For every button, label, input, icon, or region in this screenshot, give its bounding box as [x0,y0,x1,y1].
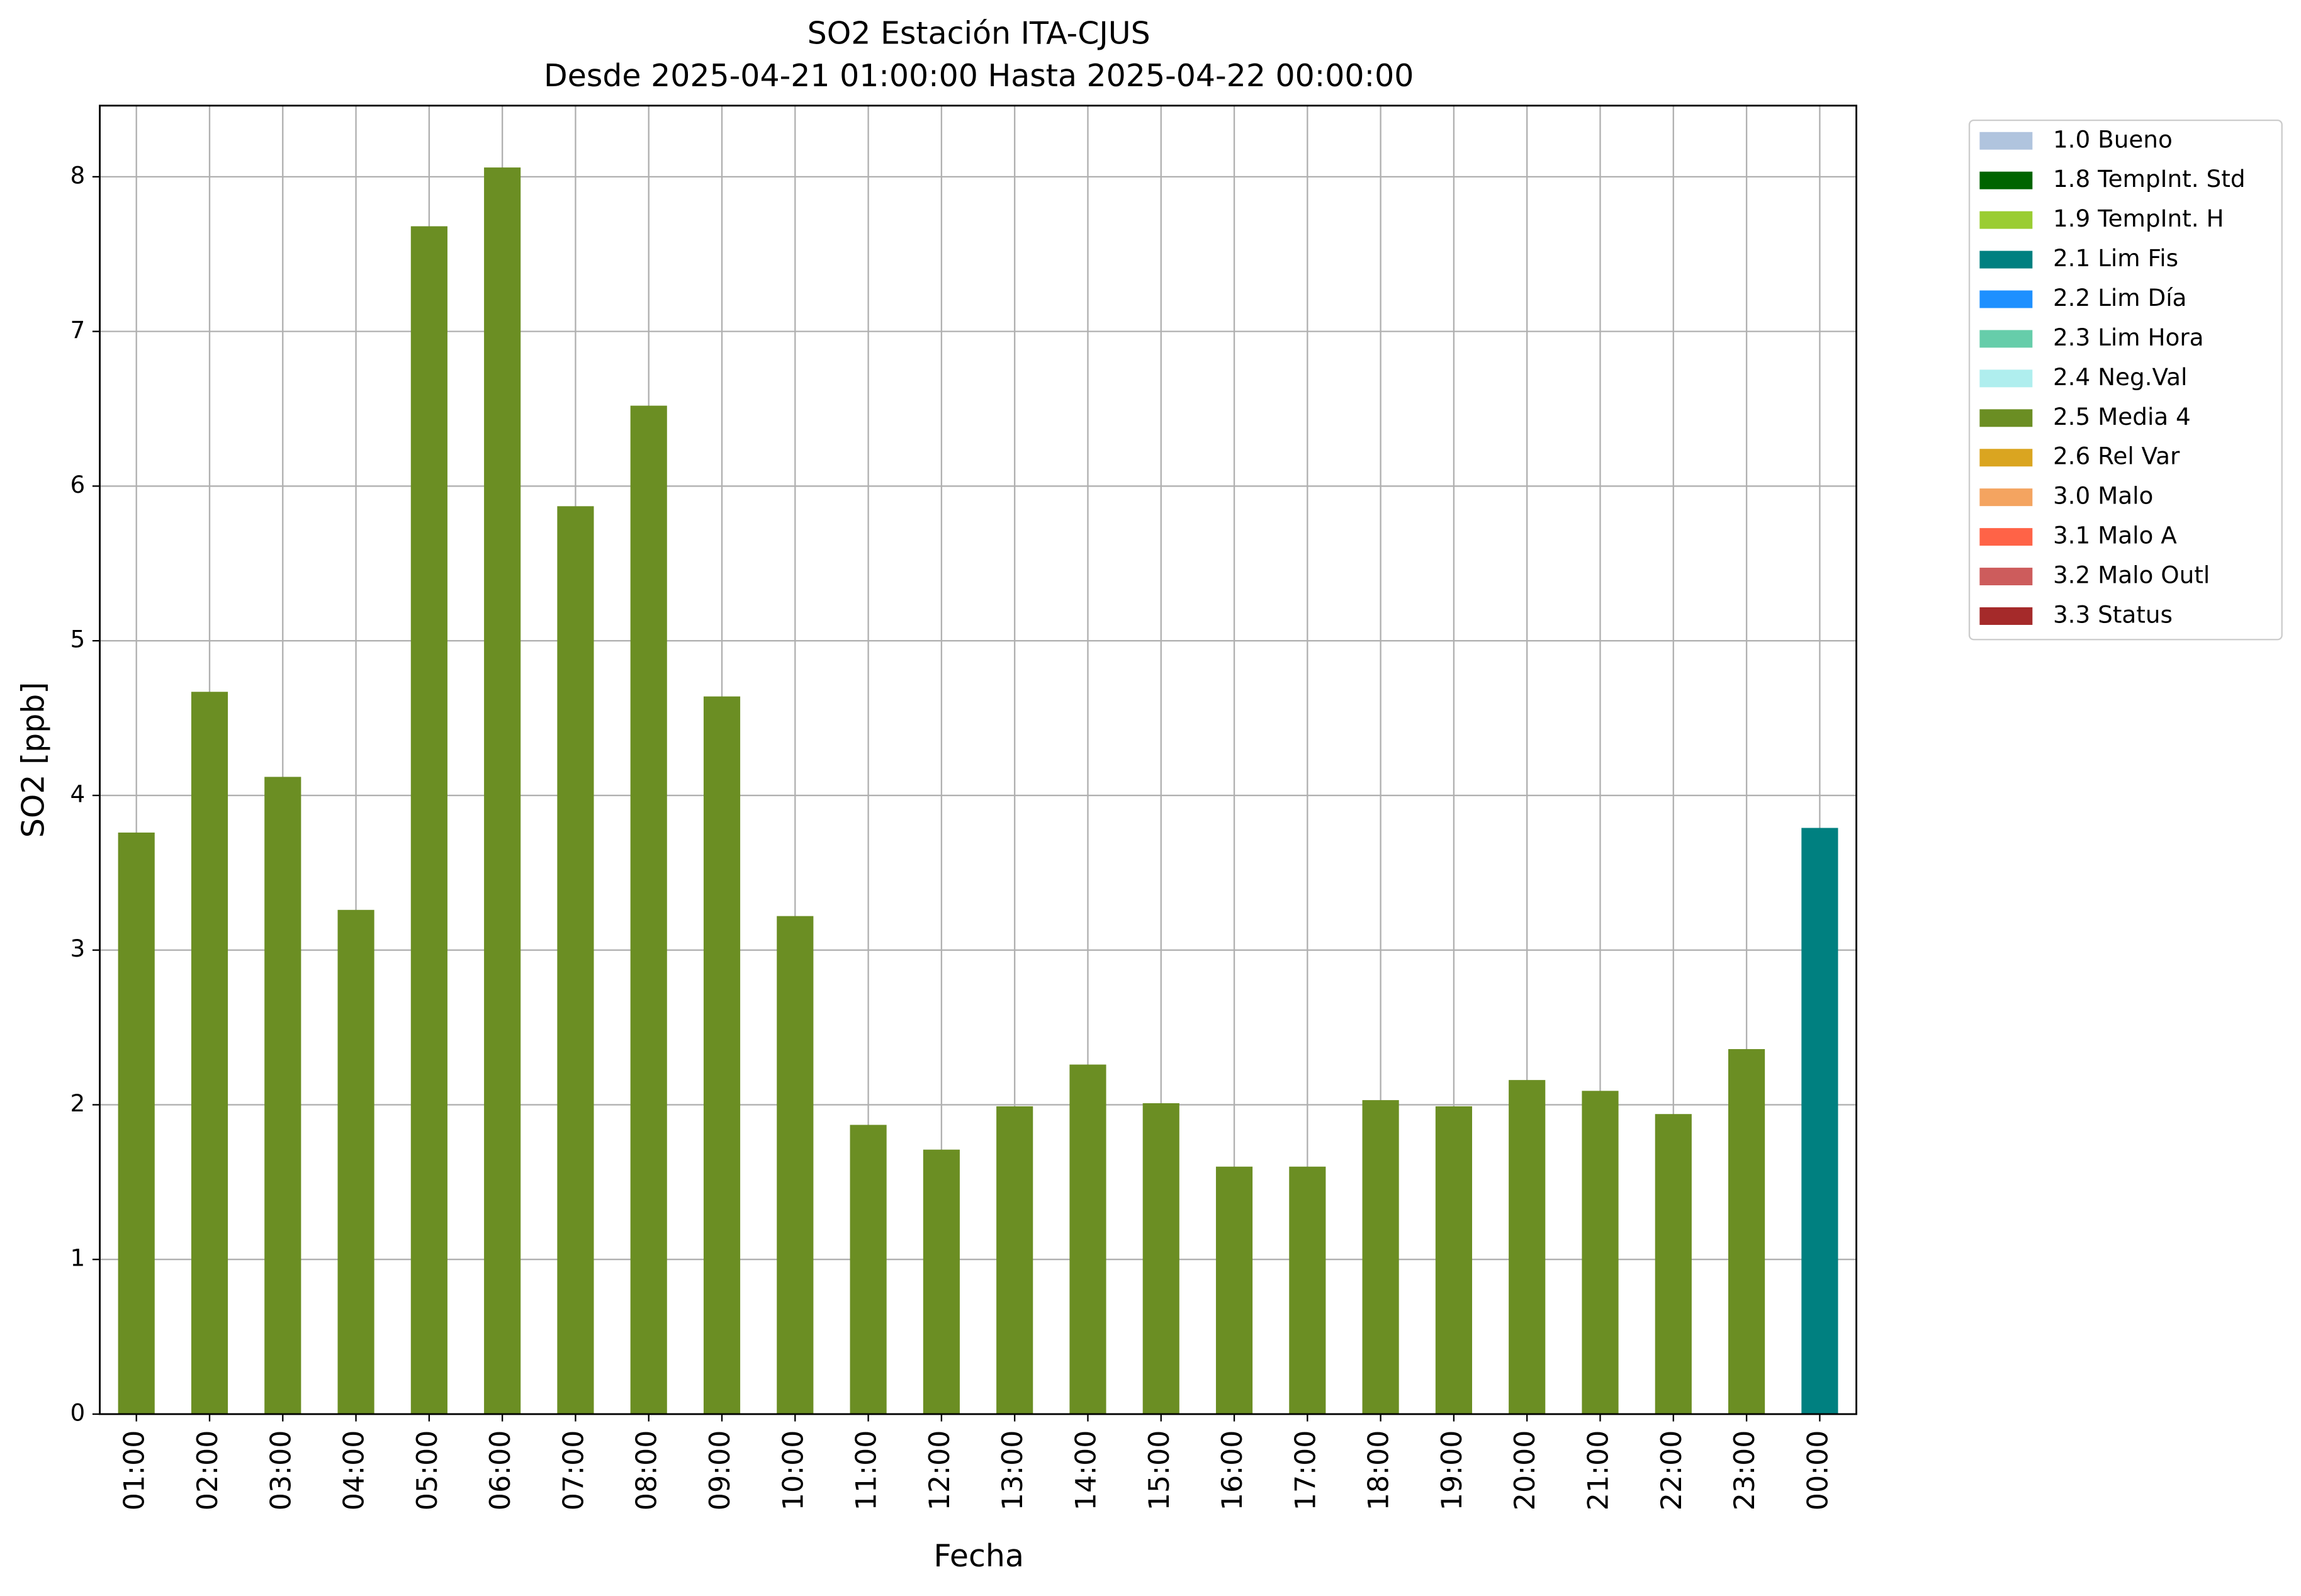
legend-label: 3.2 Malo Outl [2053,561,2210,589]
legend-swatch [1979,488,2033,507]
bar [996,1106,1033,1414]
bar [264,777,301,1414]
legend-label: 2.1 Lim Fis [2053,244,2178,272]
bar [557,506,594,1414]
x-tick-label: 13:00 [997,1430,1029,1511]
bar [1069,1064,1106,1414]
legend-label: 3.3 Status [2053,600,2173,628]
x-tick-label: 15:00 [1144,1430,1176,1511]
x-axis-label: Fecha [933,1538,1024,1574]
x-tick-label: 17:00 [1290,1430,1322,1511]
legend-swatch [1979,568,2033,586]
legend-swatch [1979,607,2033,625]
x-tick-label: 21:00 [1582,1430,1614,1511]
bar [630,405,667,1414]
legend-label: 2.3 Lim Hora [2053,323,2204,351]
x-tick-label: 19:00 [1436,1430,1468,1511]
x-tick-label: 10:00 [777,1430,809,1511]
y-tick-label: 2 [70,1089,85,1117]
y-tick-label: 1 [70,1244,85,1272]
bar [923,1149,960,1414]
bar [484,167,521,1414]
y-tick-label: 7 [70,316,85,344]
legend-swatch [1979,409,2033,427]
y-axis-label: SO2 [ppb] [15,682,51,838]
y-tick-label: 6 [70,471,85,498]
y-tick-label: 5 [70,626,85,653]
y-tick-label: 4 [70,780,85,807]
chart-subtitle: Desde 2025-04-21 01:00:00 Hasta 2025-04-… [544,58,1414,94]
legend-swatch [1979,369,2033,388]
legend-swatch [1979,171,2033,189]
x-tick-label: 02:00 [192,1430,224,1511]
plot-frame [99,104,1857,1415]
legend-label: 1.8 TempInt. Std [2053,165,2246,193]
bar [777,916,814,1414]
legend-swatch [1979,132,2033,150]
x-tick-label: 06:00 [485,1430,517,1511]
legend-label: 2.5 Media 4 [2053,403,2191,430]
legend-label: 1.9 TempInt. H [2053,205,2224,232]
legend-label: 3.1 Malo A [2053,522,2177,549]
bar [1362,1100,1399,1414]
legend-swatch [1979,528,2033,546]
bar [1142,1103,1179,1414]
x-tick-label: 04:00 [339,1430,371,1511]
legend-label: 2.6 Rel Var [2053,442,2180,470]
x-tick-label: 14:00 [1070,1430,1102,1511]
bar [1801,828,1838,1414]
bar [1215,1166,1253,1414]
x-tick-label: 09:00 [704,1430,736,1511]
legend-label: 1.0 Bueno [2053,125,2173,153]
y-tick-label: 0 [70,1398,85,1426]
x-tick-label: 05:00 [412,1430,444,1511]
legend-label: 2.2 Lim Día [2053,284,2186,312]
bar [1655,1114,1692,1414]
y-tick-label: 3 [70,935,85,962]
bar [191,692,228,1414]
legend-swatch [1979,449,2033,467]
x-tick-label: 11:00 [851,1430,883,1511]
bar [1582,1091,1619,1414]
chart-title: SO2 Estación ITA-CJUS [807,15,1150,51]
x-tick-label: 22:00 [1656,1430,1688,1511]
x-tick-label: 01:00 [119,1430,151,1511]
x-tick-label: 23:00 [1729,1430,1761,1511]
legend-label: 2.4 Neg.Val [2053,363,2187,391]
bar [410,226,447,1414]
legend-swatch [1979,330,2033,348]
x-tick-label: 20:00 [1509,1430,1541,1511]
x-tick-label: 08:00 [631,1430,663,1511]
x-tick-label: 00:00 [1802,1430,1834,1511]
x-tick-label: 03:00 [265,1430,297,1511]
legend-box [1968,119,2283,641]
y-tick-label: 8 [70,161,85,189]
legend-swatch [1979,211,2033,229]
x-tick-label: 18:00 [1363,1430,1395,1511]
bar [1435,1106,1472,1414]
bar [1509,1080,1546,1414]
bar [337,909,374,1414]
legend-swatch [1979,250,2033,269]
bar [1289,1166,1326,1414]
bar [1728,1048,1765,1414]
x-tick-label: 07:00 [558,1430,590,1511]
bar [118,832,155,1414]
x-tick-label: 16:00 [1217,1430,1249,1511]
x-tick-label: 12:00 [924,1430,956,1511]
bar [850,1125,887,1414]
legend-label: 3.0 Malo [2053,482,2153,510]
legend-swatch [1979,290,2033,308]
bar [703,696,741,1414]
